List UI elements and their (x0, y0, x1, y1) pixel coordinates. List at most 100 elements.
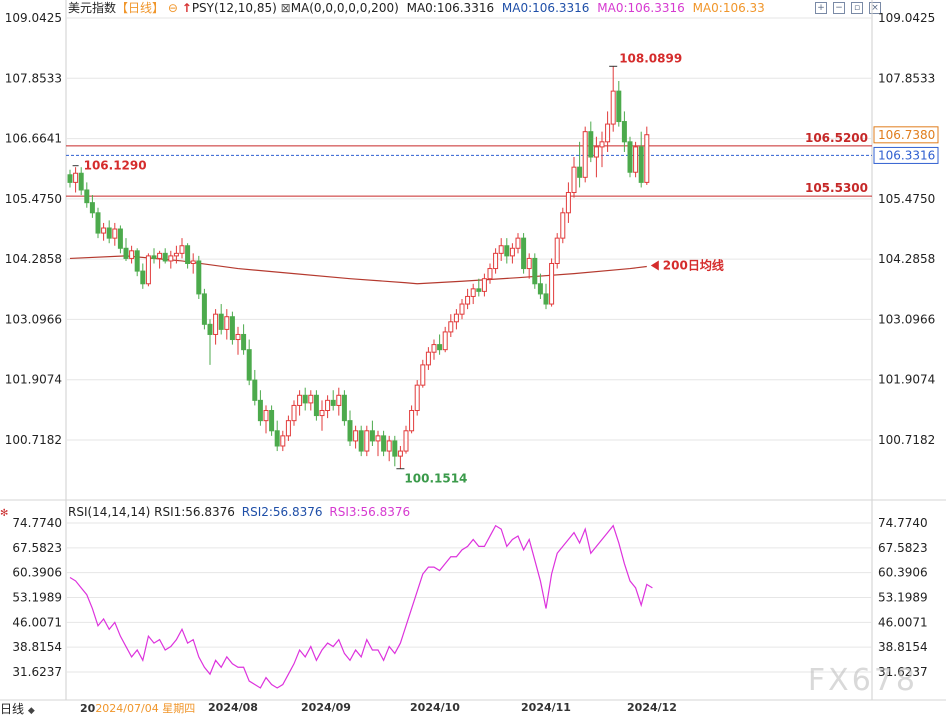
candle-body (179, 245, 185, 254)
candle (274, 420, 280, 452)
rsi-tick-right: 46.0071 (878, 615, 928, 629)
rsi3-value: RSI3:56.8376 (329, 505, 411, 519)
candle-body (341, 394, 347, 422)
hover-date: 202024/07/04 星期四 (80, 702, 195, 716)
settle-icon[interactable]: ⊖ (167, 1, 178, 15)
candle (476, 278, 482, 297)
ma-value-1: MA0:106.3316 (406, 1, 495, 15)
candle (425, 347, 431, 370)
candle-body (537, 283, 543, 295)
psy-icon: ↑ (181, 1, 192, 15)
ma-value-3: MA0:106.3316 (597, 1, 685, 15)
candle (504, 238, 510, 264)
candle-body (560, 212, 566, 239)
price-tick-right: 104.2858 (878, 252, 935, 266)
candle (375, 430, 381, 457)
candle (173, 245, 179, 264)
candle (89, 195, 95, 218)
rsi2-value: RSI2:56.8376 (241, 505, 323, 519)
rsi-settings-icon[interactable]: ✻ (0, 508, 9, 519)
candle-body (325, 399, 331, 412)
candle-body (487, 268, 493, 280)
rsi-tick-left: 60.3906 (12, 566, 62, 580)
period-tab[interactable]: 日线 ◆ (0, 702, 64, 716)
expand-icon[interactable]: + (815, 2, 827, 14)
low-label: 100.1514 (404, 472, 467, 486)
price-tick-left: 109.0425 (5, 11, 62, 25)
candle (73, 167, 79, 193)
candle (229, 311, 235, 345)
candle (213, 309, 219, 345)
candle (157, 250, 163, 269)
candle-body (515, 237, 521, 249)
period-label[interactable]: 【日线】 (116, 1, 165, 15)
candle-body (364, 430, 370, 452)
rsi-tick-right: 60.3906 (878, 566, 928, 580)
candle (509, 243, 515, 264)
rsi-tick-left: 46.0071 (12, 615, 62, 629)
candle-body (442, 331, 448, 351)
candle-body (285, 420, 291, 437)
candle-body (235, 333, 241, 341)
candle-body (448, 321, 454, 333)
psy-label[interactable]: PSY(12,10,85) (191, 1, 277, 15)
candle-body (571, 166, 577, 194)
candle (106, 220, 112, 244)
candle (241, 324, 247, 355)
candle (521, 233, 527, 274)
candle-body (633, 146, 639, 173)
restore-icon[interactable]: ▫ (851, 2, 863, 14)
rsi1-value: RSI1:56.8376 (154, 505, 235, 519)
candle (593, 136, 599, 178)
minimize-icon[interactable]: − (833, 2, 845, 14)
candle-body (302, 394, 308, 404)
candle-body (554, 237, 560, 264)
candle-body (78, 172, 84, 191)
candle (549, 258, 555, 307)
candles (67, 66, 650, 469)
price-tick-right: 105.4750 (878, 192, 935, 206)
ma-value-2: MA0:106.3316 (501, 1, 590, 15)
ma-params[interactable]: MA(0,0,0,0,0,200) (290, 1, 399, 15)
candle-body (509, 247, 515, 257)
candle (140, 263, 146, 289)
candle-body (425, 351, 431, 366)
candle-body (582, 131, 588, 178)
candle-body (521, 237, 527, 270)
price-tick-right: 107.8533 (878, 71, 935, 85)
rsi-tick-right: 67.5823 (878, 541, 928, 555)
candle-body (453, 313, 459, 323)
candle-body (543, 293, 549, 305)
candle (168, 250, 174, 269)
candle (493, 248, 499, 274)
candle-body (392, 440, 398, 457)
rsi-axis: 74.7740 74.7740 67.5823 67.5823 60.3906 60.39… (12, 516, 927, 679)
candle (145, 253, 151, 287)
candle (269, 405, 275, 436)
candle (397, 445, 403, 469)
candle (543, 283, 549, 310)
candle (117, 225, 123, 254)
candle-body (157, 252, 163, 259)
candle-body (621, 121, 627, 143)
ma200-label: 200日均线 (663, 258, 724, 273)
candle (218, 304, 224, 335)
candle (633, 141, 639, 178)
candle (571, 157, 577, 198)
candle-body (145, 255, 151, 285)
candle (437, 334, 443, 355)
price-tick-left: 103.0966 (5, 312, 62, 326)
candle-body (213, 313, 219, 335)
ma-value-4: MA0:106.33 (692, 1, 765, 15)
candle (285, 415, 291, 441)
candle (588, 121, 594, 163)
rsi-params[interactable]: RSI(14,14,14) (68, 505, 151, 519)
candle-body (358, 430, 364, 452)
candle (627, 136, 633, 178)
candle-body (397, 450, 403, 457)
candle (369, 420, 375, 446)
candle-body (599, 141, 605, 148)
candle-body (112, 228, 118, 239)
date-tick: 2024/10 (410, 701, 460, 714)
